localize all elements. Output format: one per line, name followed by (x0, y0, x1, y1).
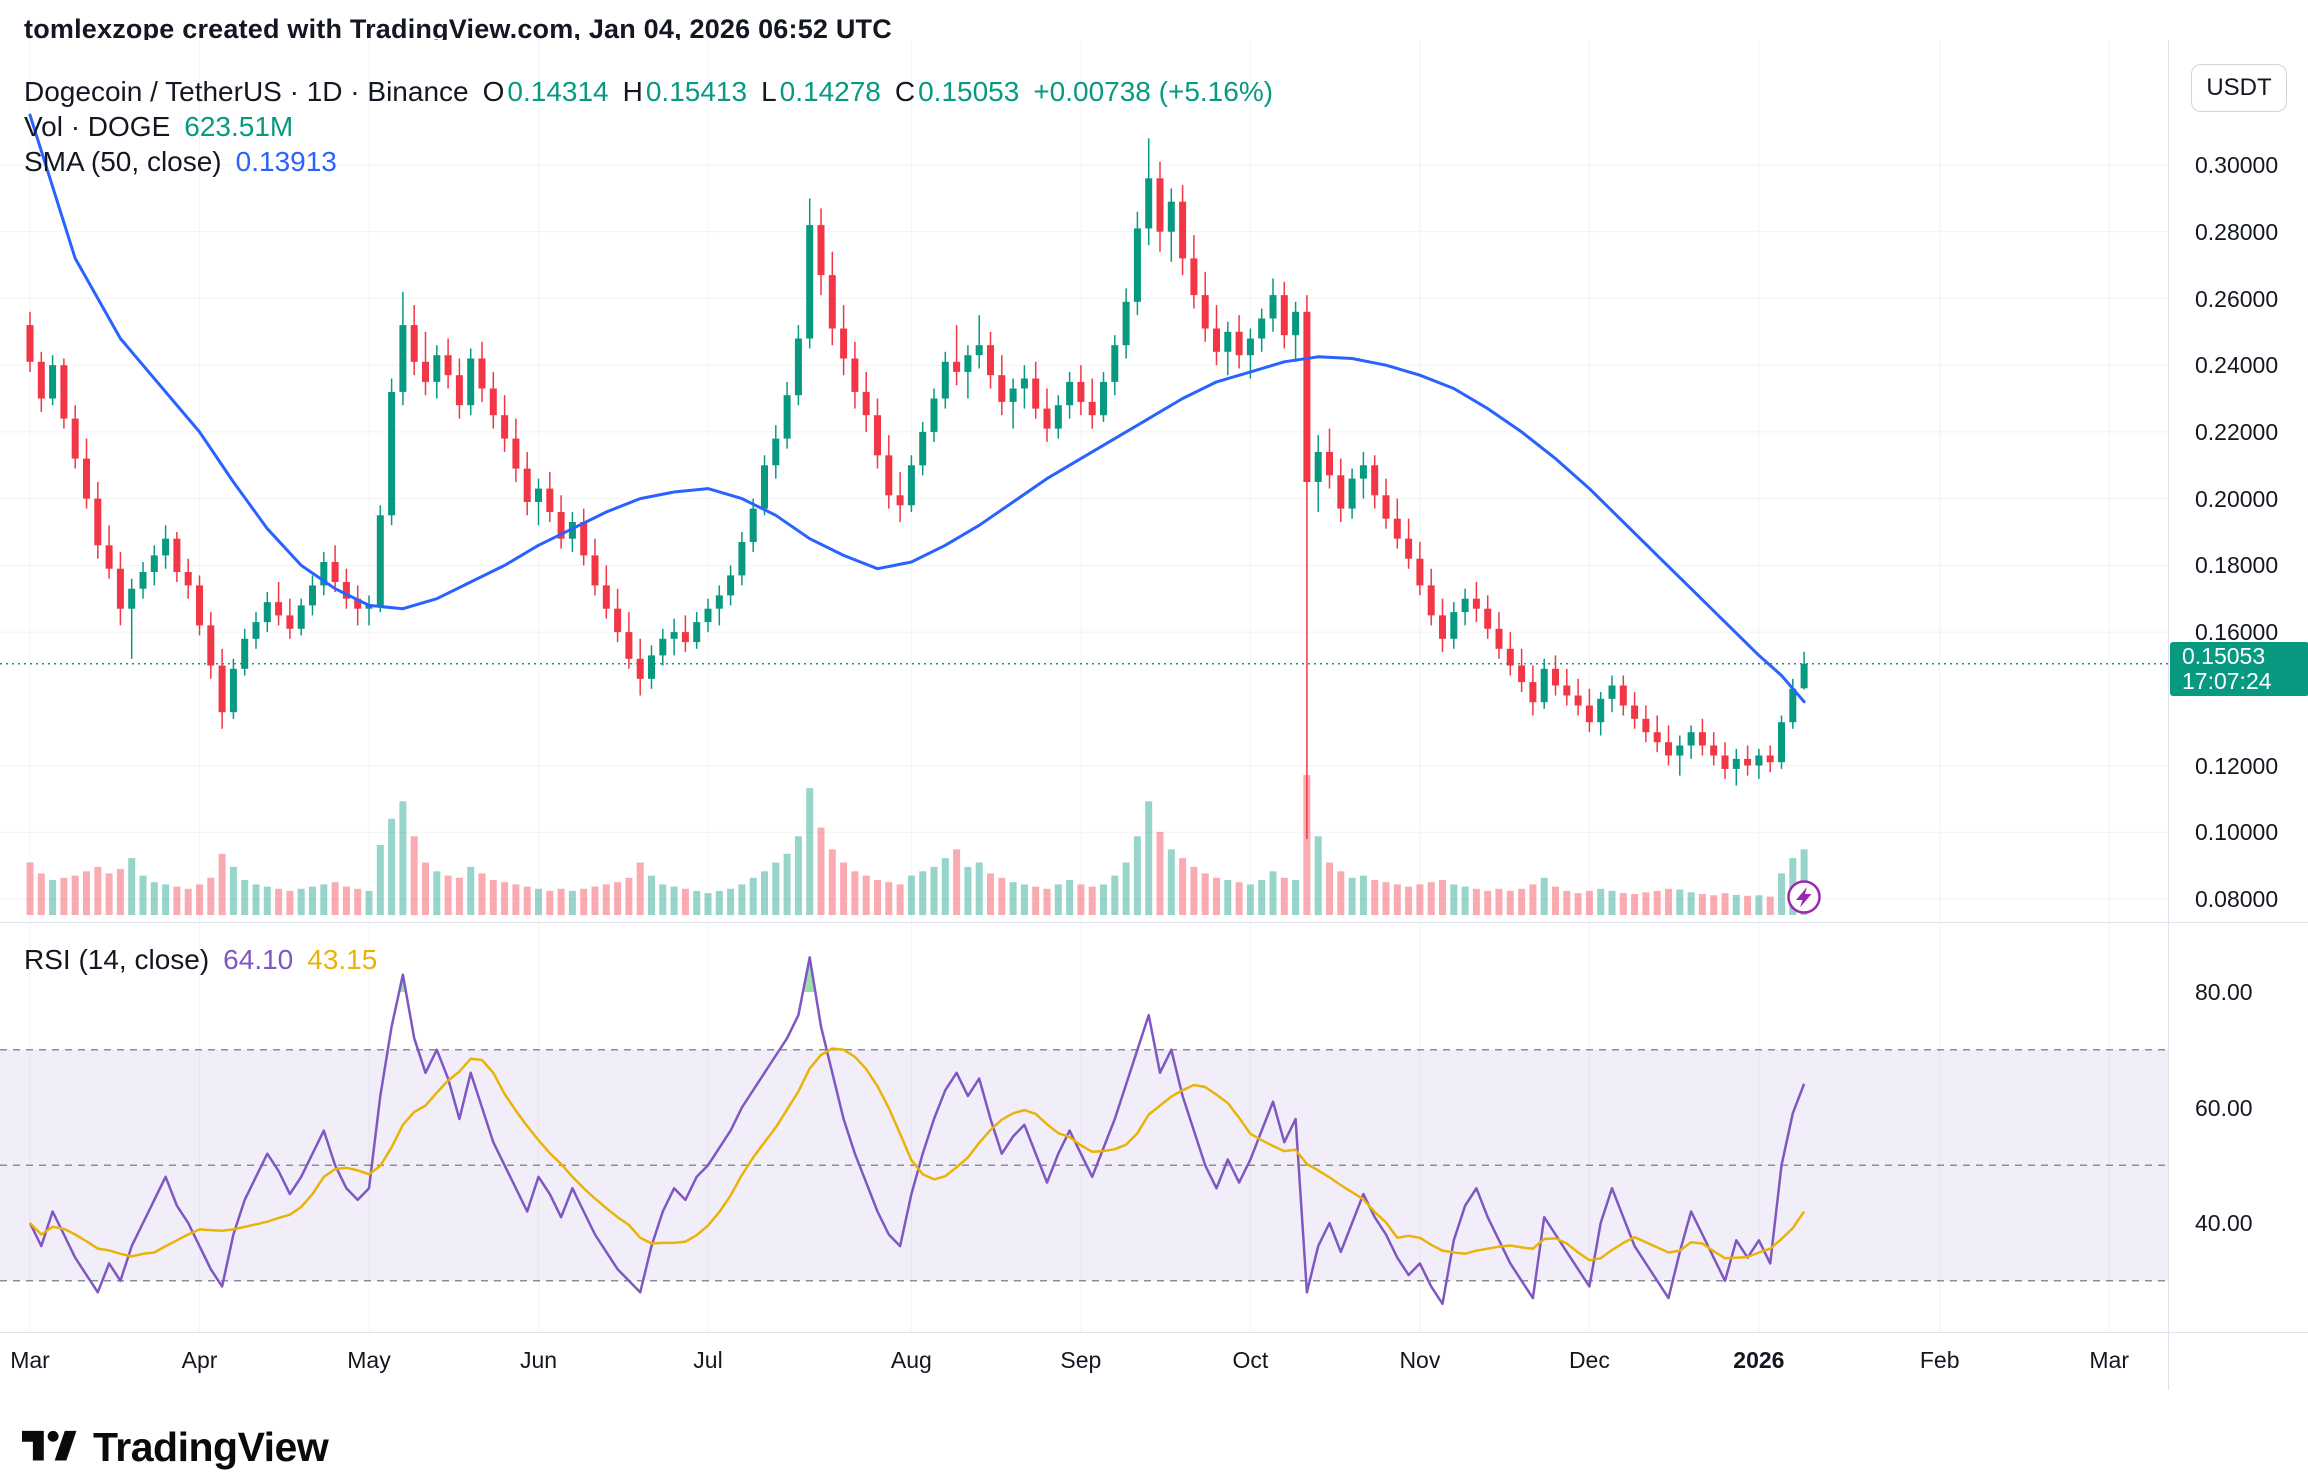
ohlc-low-value: 0.14278 (779, 76, 881, 107)
currency-toggle-button[interactable]: USDT (2191, 64, 2287, 112)
rsi-value: 64.10 (223, 944, 294, 975)
rsi-legend-label[interactable]: RSI (14, close) (24, 944, 210, 975)
rsi-axis-label: 40.00 (2195, 1210, 2253, 1236)
ohlc-close: C 0.15053 (894, 76, 1020, 107)
change-value: +0.00738 (+5.16%) (1033, 76, 1274, 107)
rsi-axis-label: 80.00 (2195, 979, 2253, 1005)
time-axis-label: Apr (181, 1347, 218, 1373)
ohlc-low: L 0.14278 (761, 76, 881, 107)
ohlc-high: H 0.15413 (622, 76, 748, 107)
time-axis-label: May (347, 1347, 391, 1373)
price-pane-legend: Dogecoin / TetherUS · 1D · Binance O 0.14… (24, 76, 1273, 181)
sma-value: 0.13913 (235, 146, 337, 177)
time-axis-separator (0, 1332, 2308, 1333)
time-axis-label: Mar (10, 1347, 50, 1373)
time-axis-label: Jul (693, 1347, 723, 1373)
price-axis-label: 0.20000 (2195, 485, 2279, 512)
ohlc-close-value: 0.15053 (918, 76, 1020, 107)
pane-separator[interactable] (0, 922, 2308, 923)
time-axis-label: Nov (1399, 1347, 1441, 1373)
time-axis-label: Dec (1568, 1347, 1610, 1373)
attribution-text: tomlexzope created with TradingView.com,… (24, 14, 892, 44)
time-axis-label: 2026 (1733, 1347, 1785, 1373)
price-axis-label: 0.26000 (2195, 285, 2279, 312)
tradingview-mark-icon (22, 1430, 77, 1460)
price-axis[interactable]: USDT 0.15053 17:07:24 0.30000 0.28000 0.26… (2168, 40, 2308, 1390)
last-price-value: 0.15053 (2182, 642, 2266, 669)
rsi-axis-label: 60.00 (2195, 1094, 2253, 1121)
symbol-legend-row: Dogecoin / TetherUS · 1D · Binance O 0.14… (24, 76, 1273, 111)
volume-legend-row: Vol · DOGE 623.51M (24, 111, 1273, 146)
price-axis-label: 0.28000 (2195, 218, 2279, 245)
tradingview-wordmark: TradingView (93, 1424, 329, 1470)
price-axis-label: 0.22000 (2195, 418, 2279, 445)
time-axis-label: Aug (890, 1347, 932, 1373)
rsi-ma-value: 43.15 (307, 944, 378, 975)
time-axis-label: Feb (1919, 1347, 1960, 1373)
price-axis-label: 0.10000 (2195, 819, 2279, 846)
price-axis-label: 0.12000 (2195, 752, 2279, 779)
tradingview-logo[interactable]: TradingView (22, 1424, 329, 1471)
price-axis-label: 0.16000 (2195, 619, 2279, 646)
chart-pane-area[interactable]: Dogecoin / TetherUS · 1D · Binance O 0.14… (0, 40, 2168, 1332)
ohlc-open: O 0.14314 (482, 76, 609, 107)
sma-legend-row: SMA (50, close) 0.13913 (24, 146, 1273, 181)
time-axis[interactable]: Mar Apr May Jun Jul Aug Sep Oct Nov Dec 2026 Feb Mar (0, 1332, 2168, 1390)
ohlc-open-value: 0.14314 (507, 76, 609, 107)
time-axis-label: Sep (1060, 1347, 1102, 1373)
time-axis-label: Mar (2089, 1347, 2129, 1373)
volatility-lightning-icon[interactable] (1780, 873, 1828, 921)
sma-legend-label[interactable]: SMA (50, close) (24, 146, 222, 177)
price-axis-label: 0.08000 (2195, 886, 2279, 912)
time-axis-label: Oct (1232, 1347, 1269, 1373)
price-axis-label: 0.30000 (2195, 152, 2279, 178)
time-axis-label: Jun (519, 1347, 558, 1373)
ohlc-high-value: 0.15413 (645, 76, 748, 107)
symbol-title[interactable]: Dogecoin / TetherUS · 1D · Binance (24, 76, 469, 107)
price-axis-label: 0.24000 (2195, 352, 2279, 379)
volume-legend-label[interactable]: Vol · DOGE (24, 111, 171, 142)
rsi-pane-legend: RSI (14, close) 64.10 43.15 (24, 944, 377, 979)
chart-canvas[interactable] (0, 40, 2168, 1332)
price-axis-label: 0.18000 (2195, 552, 2279, 579)
last-price-badge: 0.15053 17:07:24 (2170, 641, 2308, 696)
volume-value: 623.51M (184, 111, 294, 142)
rsi-legend-row: RSI (14, close) 64.10 43.15 (24, 944, 377, 979)
bar-countdown: 17:07:24 (2182, 667, 2272, 694)
